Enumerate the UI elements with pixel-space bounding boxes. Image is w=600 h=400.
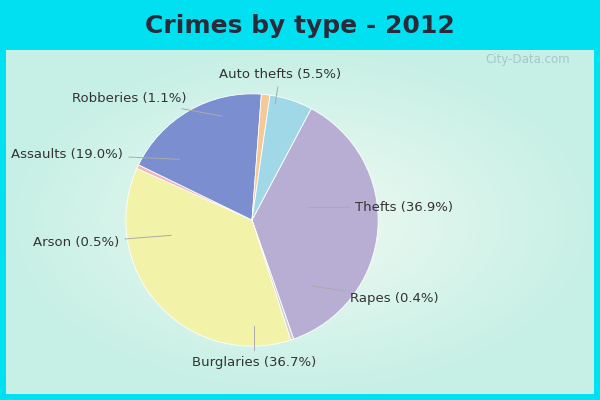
Text: Arson (0.5%): Arson (0.5%) [33, 235, 171, 249]
Text: Assaults (19.0%): Assaults (19.0%) [11, 148, 180, 161]
Text: Burglaries (36.7%): Burglaries (36.7%) [193, 326, 317, 369]
Wedge shape [126, 168, 290, 346]
Text: Thefts (36.9%): Thefts (36.9%) [308, 201, 454, 214]
Text: Crimes by type - 2012: Crimes by type - 2012 [145, 14, 455, 38]
Wedge shape [252, 94, 270, 220]
Wedge shape [252, 95, 311, 220]
Wedge shape [137, 165, 252, 220]
Wedge shape [252, 220, 293, 340]
Wedge shape [252, 109, 378, 339]
Wedge shape [139, 94, 262, 220]
Text: Auto thefts (5.5%): Auto thefts (5.5%) [218, 68, 341, 104]
Text: City-Data.com: City-Data.com [485, 54, 571, 66]
Text: Rapes (0.4%): Rapes (0.4%) [311, 286, 439, 305]
Text: Robberies (1.1%): Robberies (1.1%) [72, 92, 221, 116]
